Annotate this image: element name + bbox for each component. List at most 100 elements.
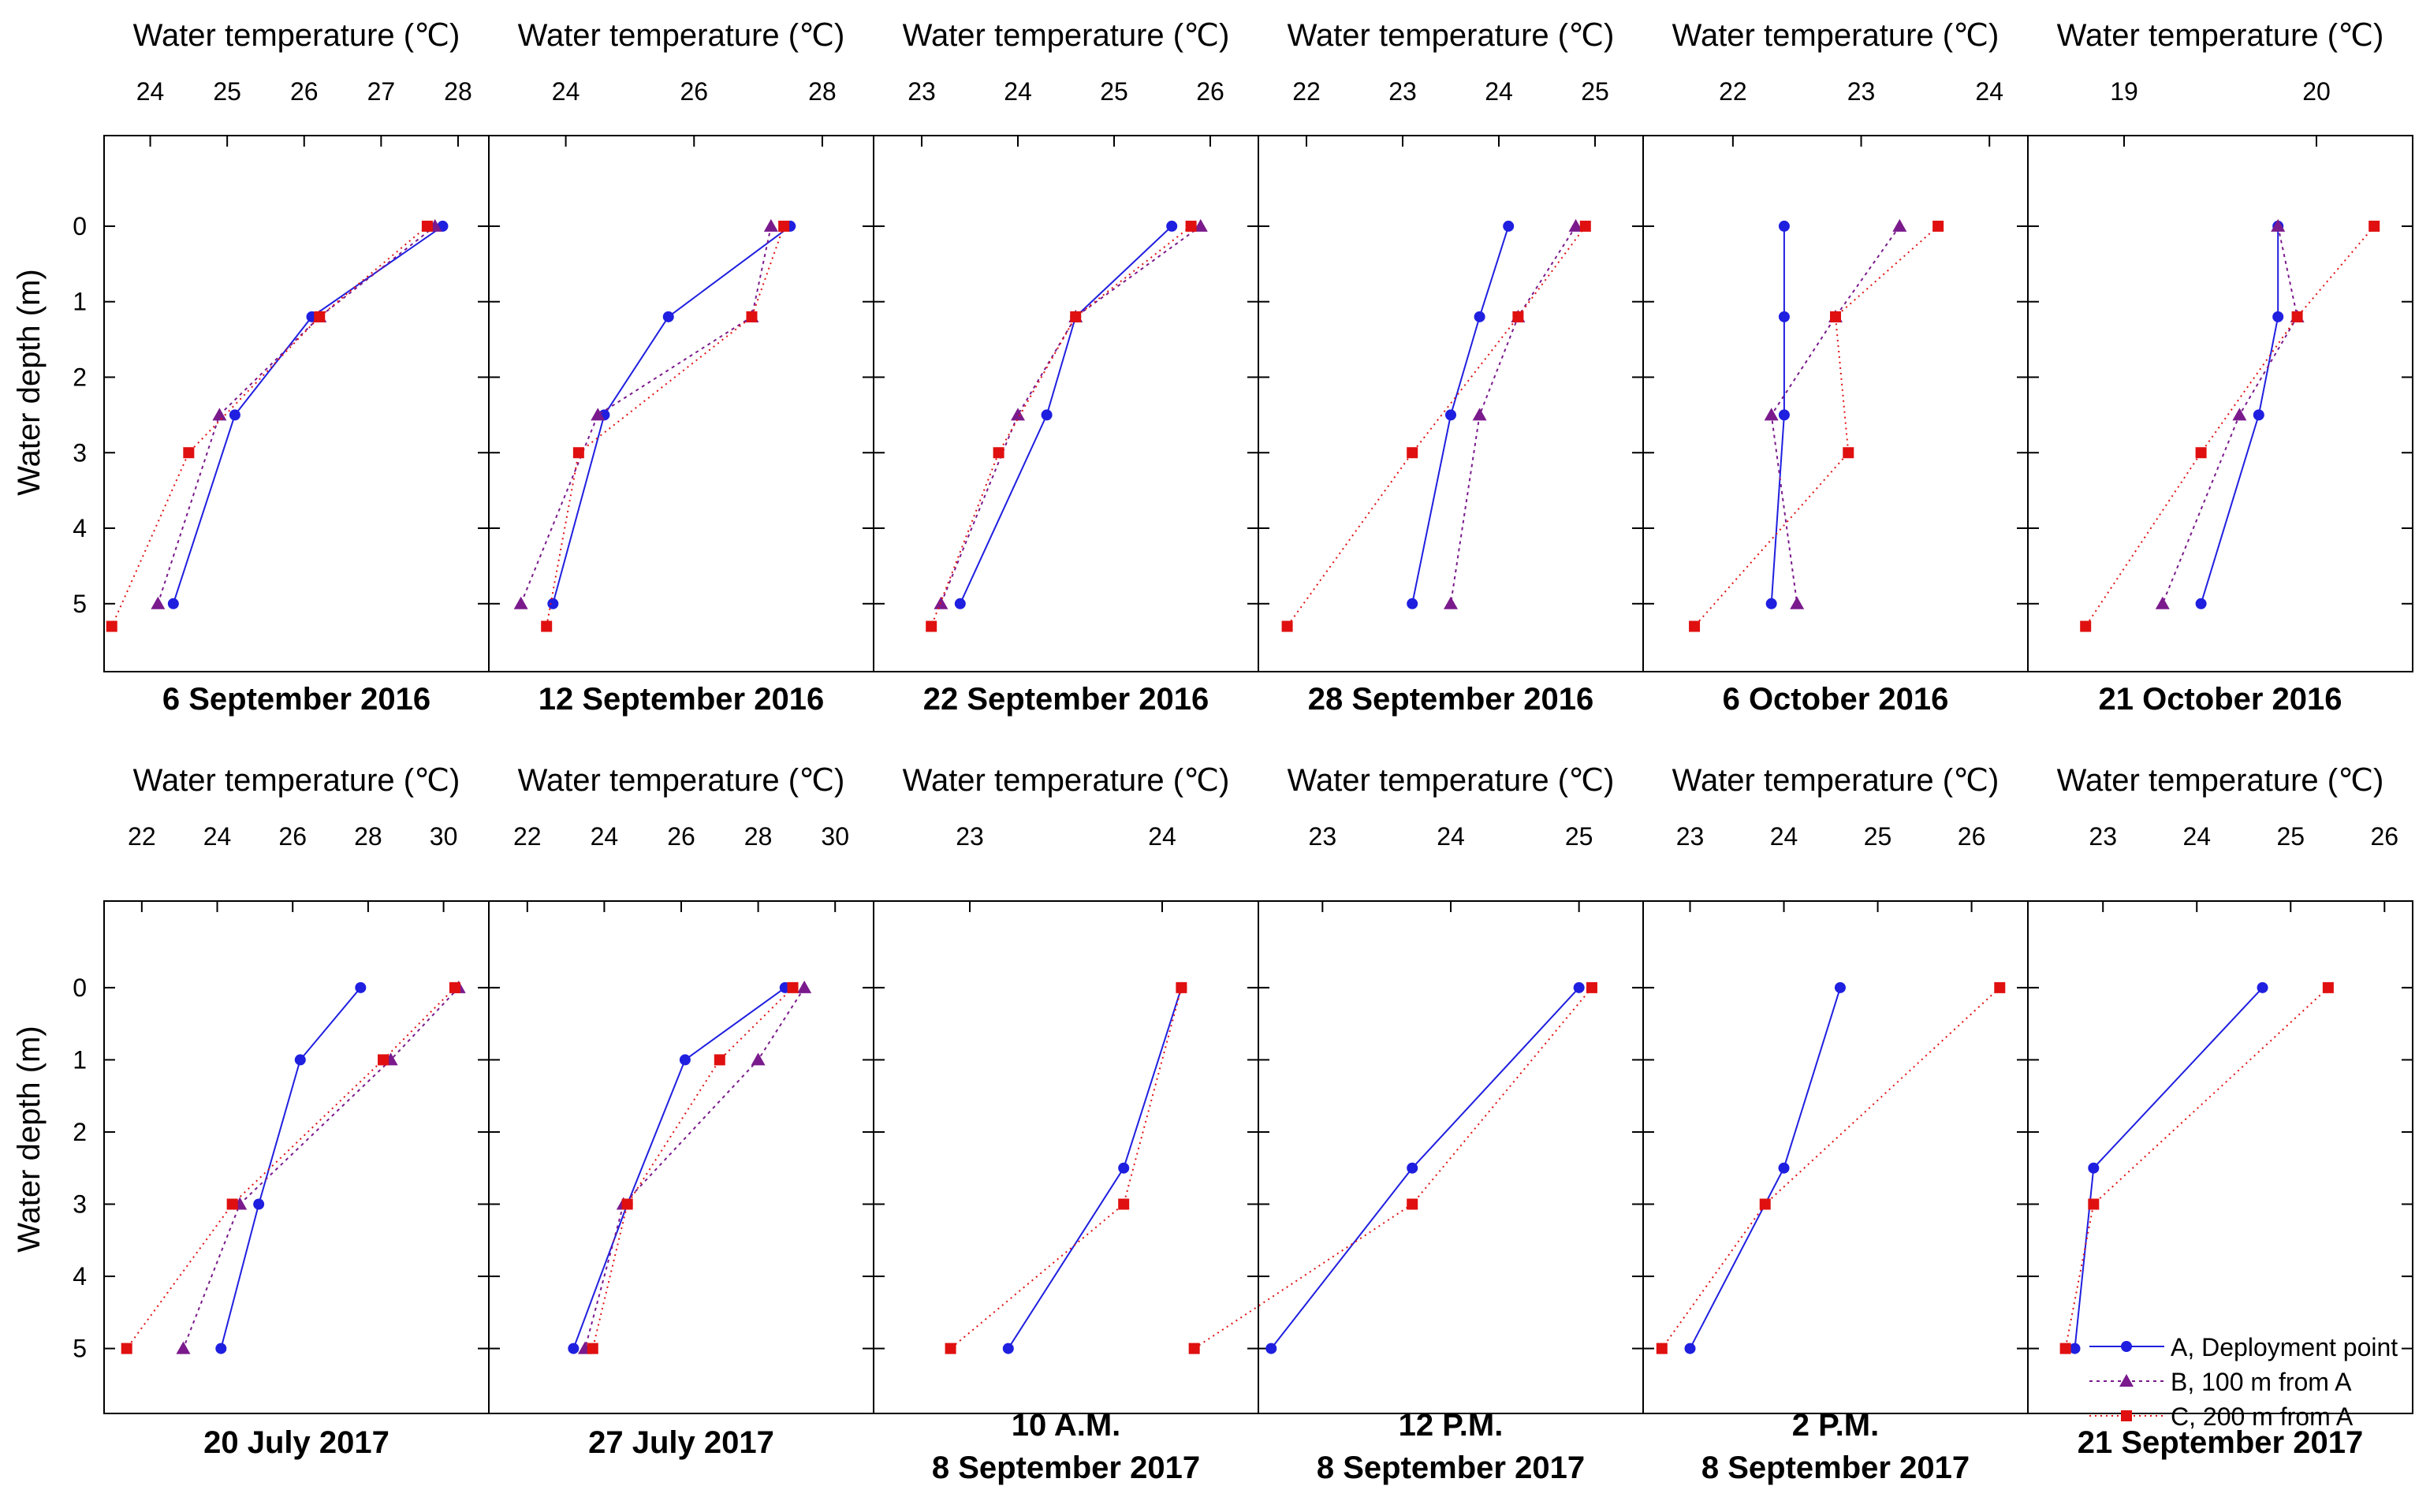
x-tick-label: 24 xyxy=(203,822,232,851)
point-c xyxy=(2291,311,2303,322)
y-tick-label: 1 xyxy=(73,1045,87,1074)
plot-frame xyxy=(1642,900,2029,1414)
x-tick-label: 28 xyxy=(744,822,773,851)
point-a xyxy=(2195,598,2207,609)
x-tick-label: 20 xyxy=(2302,77,2331,106)
series-line-a xyxy=(2074,987,2264,1349)
x-tick-label: 24 xyxy=(1485,77,1513,106)
point-c xyxy=(945,1343,956,1354)
panel-3: 23 24 25 26 Water temperature (℃) 22 Septembe… xyxy=(873,18,1259,717)
point-c xyxy=(314,311,326,322)
point-c xyxy=(1070,311,1082,322)
y-tick-label: 4 xyxy=(73,1262,87,1290)
panel-title: 27 July 2017 xyxy=(588,1425,774,1460)
x-tick-label: 25 xyxy=(2276,822,2305,851)
point-c xyxy=(1994,981,2006,993)
point-a xyxy=(1765,598,1777,609)
legend-label-a: A, Deployment point xyxy=(2171,1333,2398,1361)
point-c xyxy=(993,447,1004,459)
y-tick-label: 2 xyxy=(73,1118,87,1146)
point-b xyxy=(1472,408,1487,421)
x-tick-label: 28 xyxy=(354,822,382,851)
x-tick-label: 26 xyxy=(278,822,307,851)
point-a xyxy=(1778,1162,1790,1174)
legend-marker-c xyxy=(2121,1410,2132,1421)
point-c xyxy=(226,1198,238,1210)
point-c xyxy=(1176,981,1187,993)
point-c xyxy=(1407,1198,1418,1210)
point-a xyxy=(2272,311,2284,322)
series-line-c xyxy=(1286,225,1586,628)
y-tick-label: 5 xyxy=(73,1335,87,1363)
panel-11: 23 24 25 26 Water temperature (℃) 2 P.M. 8 Sep… xyxy=(1642,763,2029,1485)
series-line-c xyxy=(949,987,1183,1350)
point-c xyxy=(541,620,553,632)
x-tick-label: 23 xyxy=(1309,822,1337,851)
point-c xyxy=(2195,447,2207,459)
legend-label-c: C, 200 m from A xyxy=(2171,1402,2354,1431)
point-a xyxy=(1166,220,1178,232)
panel-5: 22 23 24 Water temperature (℃) 6 October 201… xyxy=(1642,18,2029,717)
series-line-a xyxy=(1770,225,1785,604)
point-b xyxy=(1892,218,1907,232)
series-line-b xyxy=(520,225,772,605)
point-a xyxy=(547,598,559,609)
series-line-b xyxy=(1450,225,1577,604)
plot-frame xyxy=(1642,135,2029,672)
point-c xyxy=(926,620,937,632)
legend-marker-a xyxy=(2121,1341,2132,1352)
point-c xyxy=(746,311,758,322)
point-a xyxy=(1407,598,1418,609)
panel-1: 24 25 26 27 28 0 1 2 3 4 5 Water temperature (℃) 6 S… xyxy=(73,18,490,717)
panel-4: 22 23 24 25 Water temperature (℃) 28 Septembe… xyxy=(1258,18,1644,717)
plot-frame xyxy=(103,900,490,1414)
point-a xyxy=(954,598,966,609)
x-tick-label: 19 xyxy=(2110,77,2138,106)
point-c xyxy=(1579,220,1591,232)
x-axis-title: Water temperature (℃) xyxy=(903,763,1230,798)
x-tick-label: 28 xyxy=(444,77,472,106)
point-a xyxy=(662,311,674,322)
point-a xyxy=(253,1198,265,1210)
point-b xyxy=(176,1341,191,1354)
x-tick-label: 24 xyxy=(1004,77,1032,106)
point-c xyxy=(1586,981,1597,993)
panel-title: 10 A.M. xyxy=(1012,1408,1121,1443)
panel-title: 12 P.M. xyxy=(1399,1408,1504,1443)
x-axis-title: Water temperature (℃) xyxy=(133,763,460,798)
x-tick-label: 22 xyxy=(1292,77,1321,106)
panel-title: 22 September 2016 xyxy=(923,682,1209,717)
point-a xyxy=(679,1054,691,1066)
x-tick-label: 24 xyxy=(1437,822,1465,851)
point-c xyxy=(787,981,799,993)
legend: A, Deployment point B, 100 m from A C, 2… xyxy=(2089,1333,2398,1431)
point-a xyxy=(1002,1343,1014,1354)
point-b xyxy=(591,408,606,421)
x-tick-label: 23 xyxy=(956,822,984,851)
panel-title: 21 September 2017 xyxy=(2078,1425,2363,1460)
point-b xyxy=(797,980,812,993)
series-line-c xyxy=(125,987,456,1350)
x-tick-label: 24 xyxy=(1148,822,1176,851)
x-tick-label: 26 xyxy=(1958,822,1986,851)
x-tick-label: 23 xyxy=(1847,77,1876,106)
x-tick-label: 23 xyxy=(908,77,936,106)
series-line-a xyxy=(1007,987,1183,1350)
x-tick-label: 24 xyxy=(552,77,580,106)
point-a xyxy=(1407,1162,1418,1174)
plot-frame xyxy=(1258,900,1644,1414)
panel-12: 23 24 25 26 Water temperature (℃) 21 Septembe… xyxy=(2027,763,2413,1460)
panel-title: 6 October 2016 xyxy=(1723,682,1949,717)
point-c xyxy=(778,220,790,232)
point-c xyxy=(587,1343,598,1354)
series-line-a xyxy=(552,225,791,605)
y-tick-label: 5 xyxy=(73,590,87,618)
x-tick-label: 25 xyxy=(1565,822,1593,851)
x-tick-label: 22 xyxy=(128,822,156,851)
x-tick-label: 24 xyxy=(1975,77,2003,106)
point-b xyxy=(1568,218,1583,232)
x-axis-title: Water temperature (℃) xyxy=(518,763,845,798)
x-tick-label: 24 xyxy=(591,822,619,851)
point-b xyxy=(2271,218,2286,232)
point-a xyxy=(1778,409,1790,421)
